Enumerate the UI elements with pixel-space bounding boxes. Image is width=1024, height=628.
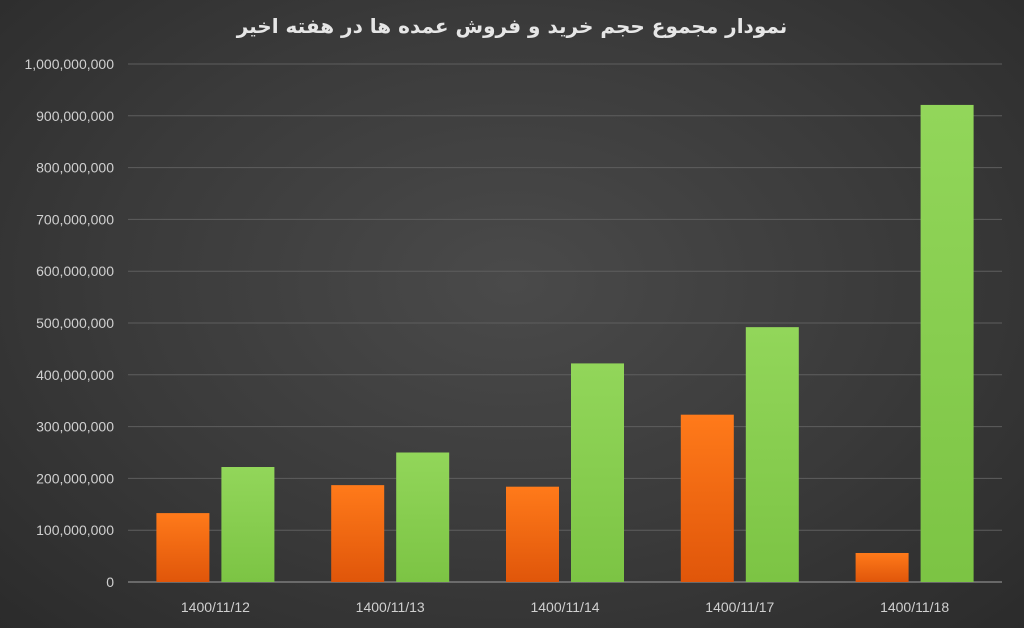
bar-series-2-1400-11-14: [571, 363, 624, 582]
x-tick-label: 1400/11/12: [181, 599, 250, 615]
bar-series-1-1400-11-12: [156, 513, 210, 582]
y-tick-label: 800,000,000: [36, 160, 114, 176]
y-tick-label: 700,000,000: [36, 211, 114, 227]
y-tick-label: 600,000,000: [36, 263, 114, 279]
y-tick-label: 200,000,000: [36, 470, 114, 486]
bar-series-1-1400-11-14: [506, 486, 559, 582]
y-tick-label: 0: [106, 574, 114, 590]
y-tick-label: 400,000,000: [36, 367, 114, 383]
y-tick-label: 500,000,000: [36, 315, 114, 331]
bar-series-1-1400-11-18: [855, 552, 909, 582]
y-tick-label: 1,000,000,000: [24, 56, 114, 72]
bars: [156, 104, 974, 582]
x-axis-ticks: 1400/11/12 1400/11/13 1400/11/14 1400/11/17…: [181, 599, 949, 615]
y-tick-label: 100,000,000: [36, 522, 114, 538]
bar-series-2-1400-11-17: [745, 327, 799, 582]
x-tick-label: 1400/11/14: [530, 599, 599, 615]
x-tick-label: 1400/11/18: [880, 599, 949, 615]
y-tick-label: 300,000,000: [36, 419, 114, 435]
x-tick-label: 1400/11/17: [705, 599, 774, 615]
y-axis-ticks: 0 100,000,000 200,000,000 300,000,000 400,00…: [24, 56, 114, 590]
bar-series-2-1400-11-13: [396, 452, 450, 582]
bar-series-1-1400-11-13: [331, 485, 385, 582]
chart-title: نمودار مجموع حجم خرید و فروش عمده ها در …: [236, 14, 788, 38]
bar-series-2-1400-11-12: [221, 467, 275, 582]
x-tick-label: 1400/11/13: [356, 599, 425, 615]
bar-series-2-1400-11-18: [920, 104, 974, 582]
y-tick-label: 900,000,000: [36, 108, 114, 124]
bar-series-1-1400-11-17: [680, 414, 734, 582]
